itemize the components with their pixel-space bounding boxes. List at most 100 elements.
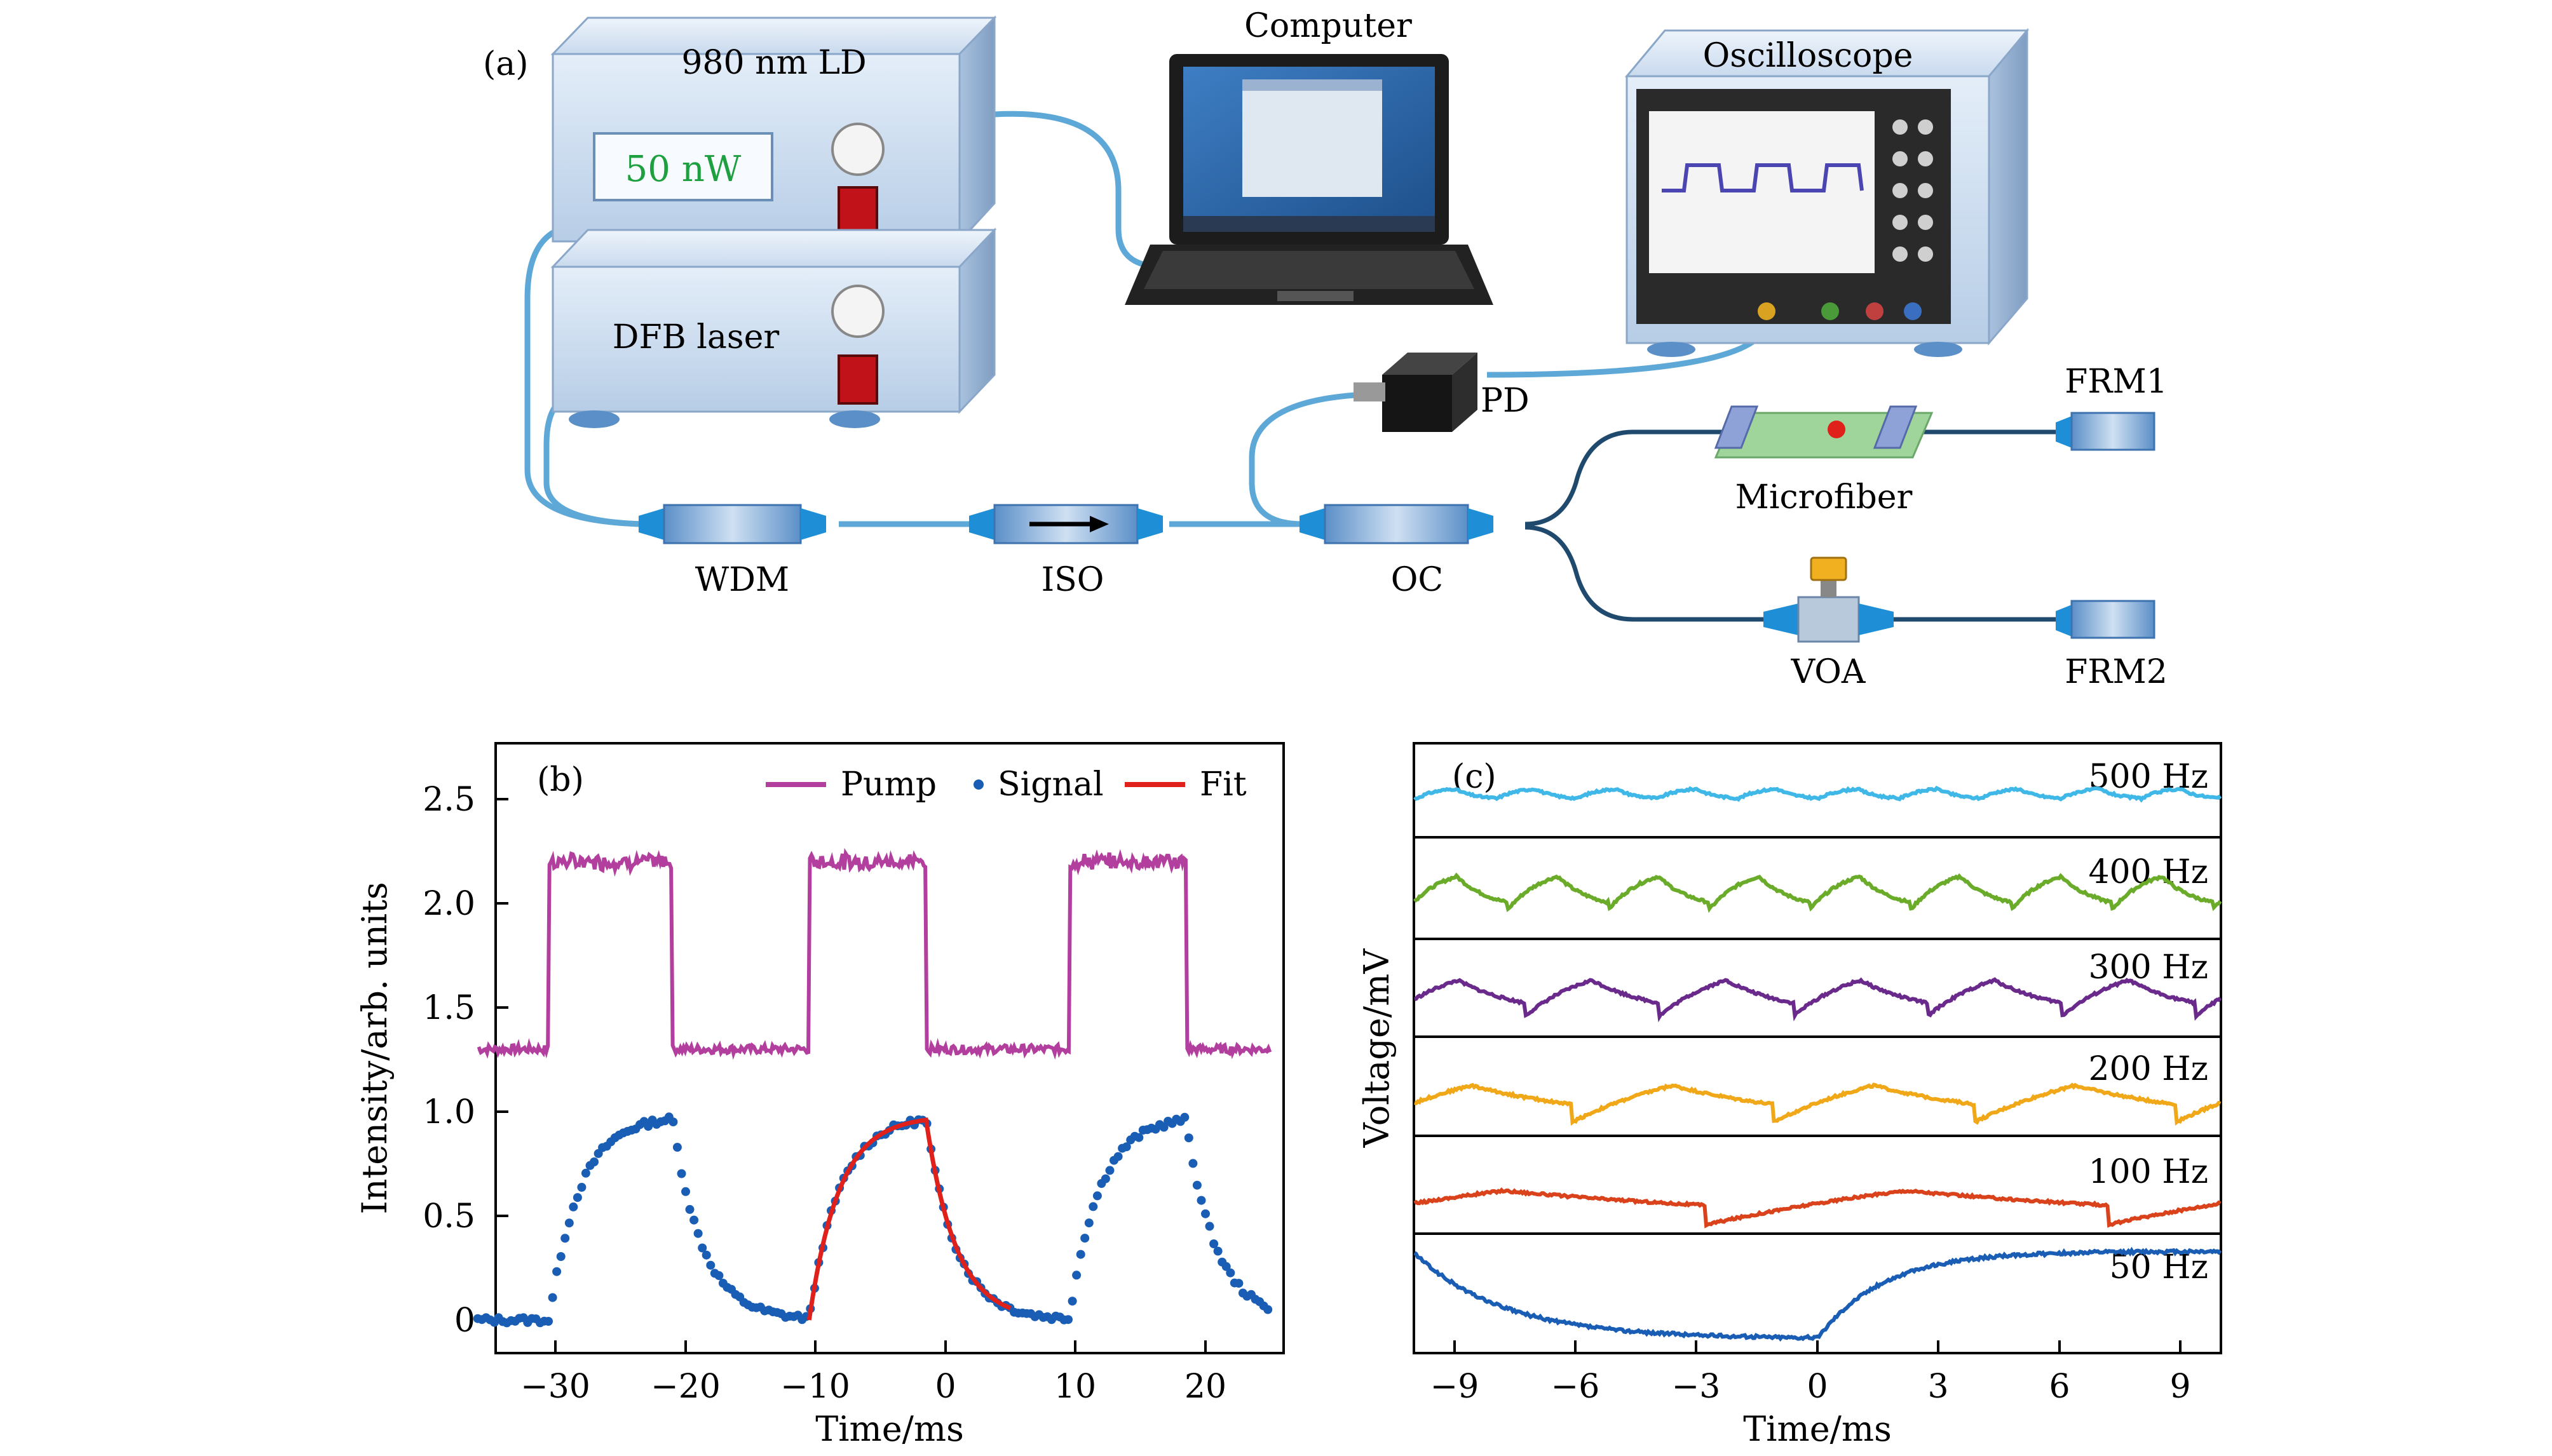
b-ytick-4: 2.0 bbox=[423, 885, 475, 923]
legend-pump-label: Pump bbox=[841, 765, 937, 804]
voa-knob[interactable] bbox=[1810, 556, 1847, 581]
b-ytick-2: 1.0 bbox=[423, 1093, 475, 1131]
trace-100hz bbox=[1413, 1187, 2222, 1229]
oscilloscope: Oscilloscope bbox=[1624, 27, 2030, 357]
ld-display-value: 50 nW bbox=[625, 149, 742, 190]
signal-point bbox=[552, 1267, 562, 1276]
signal-point bbox=[672, 1143, 682, 1152]
signal-point bbox=[1213, 1246, 1223, 1256]
wdm-label: WDM bbox=[695, 561, 789, 599]
b-ytick-5: 2.5 bbox=[423, 781, 475, 819]
dfb-laser: DFB laser bbox=[550, 227, 997, 428]
signal-point bbox=[681, 1187, 690, 1196]
photodetector: PD bbox=[1354, 353, 1530, 432]
trace-label-100hz: 100 Hz bbox=[2088, 1153, 2208, 1191]
signal-point bbox=[1080, 1234, 1090, 1243]
signal-point bbox=[1201, 1209, 1210, 1218]
legend-signal-label: Signal bbox=[998, 765, 1104, 804]
signal-point bbox=[1192, 1180, 1202, 1190]
signal-point bbox=[1209, 1239, 1219, 1248]
signal-point bbox=[1105, 1166, 1115, 1175]
panel-b-legend: Pump Signal Fit bbox=[766, 765, 1247, 804]
panel-c-series bbox=[1413, 785, 2222, 1342]
signal-point bbox=[1076, 1250, 1085, 1259]
panel-c-dividers bbox=[1414, 836, 2221, 1235]
ld-title: 980 nm LD bbox=[681, 44, 866, 82]
signal-point bbox=[702, 1250, 711, 1260]
wdm: WDM bbox=[639, 504, 826, 599]
ld-knob[interactable] bbox=[831, 123, 885, 176]
legend-signal-swatch bbox=[974, 779, 984, 790]
signal-point bbox=[1234, 1279, 1244, 1288]
c-xtick-0: −9 bbox=[1430, 1368, 1479, 1406]
oscilloscope-input-ports[interactable] bbox=[1758, 302, 1922, 320]
frm2-label: FRM2 bbox=[2065, 653, 2168, 691]
signal-point bbox=[1089, 1202, 1098, 1211]
fiber-pd-oc bbox=[1249, 391, 1392, 527]
frm1: FRM1 bbox=[2056, 363, 2168, 451]
signal-point bbox=[693, 1229, 703, 1238]
signal-point bbox=[1221, 1262, 1231, 1271]
b-xtick-1: −20 bbox=[651, 1368, 721, 1406]
fiber-arm-upper bbox=[1524, 429, 2065, 527]
microfiber: Microfiber bbox=[1714, 405, 1934, 516]
signal-point bbox=[1184, 1133, 1193, 1143]
c-xtick-4: 3 bbox=[1927, 1368, 1948, 1406]
signal-point bbox=[1134, 1133, 1144, 1142]
signal-point bbox=[590, 1157, 599, 1166]
c-xtick-5: 6 bbox=[2049, 1368, 2070, 1406]
panel-b: (b) Pump Signal Fit 0 0.5 1.0 1.5 2.0 2.… bbox=[355, 742, 1285, 1449]
computer-label: Computer bbox=[1244, 7, 1412, 45]
voa: VOA bbox=[1763, 556, 1894, 691]
legend-fit-label: Fit bbox=[1200, 765, 1247, 804]
panel-b-label: (b) bbox=[537, 761, 584, 799]
signal-point bbox=[1113, 1152, 1123, 1161]
signal-point bbox=[544, 1317, 553, 1326]
signal-point bbox=[1226, 1268, 1235, 1277]
b-xtick-2: −10 bbox=[780, 1368, 850, 1406]
signal-point bbox=[548, 1293, 557, 1302]
panel-a: (a) 980 nm LD 50 nW bbox=[483, 7, 2168, 691]
coupler: OC bbox=[1300, 504, 1493, 599]
b-ytick-0: 0 bbox=[454, 1302, 475, 1340]
dfb-power-switch[interactable] bbox=[838, 354, 878, 405]
trace-300hz bbox=[1414, 977, 2222, 1023]
oc-label: OC bbox=[1391, 561, 1443, 599]
oscilloscope-trace bbox=[1662, 163, 1864, 192]
dfb-title: DFB laser bbox=[613, 318, 780, 356]
fiber-arms bbox=[1524, 429, 2065, 622]
panel-c: (c) 500 Hz 400 Hz 300 Hz 200 Hz 100 Hz 5… bbox=[1357, 742, 2222, 1449]
fiber-ld-computer bbox=[994, 111, 1164, 270]
signal-point bbox=[1188, 1159, 1198, 1168]
panel-a-label: (a) bbox=[483, 45, 529, 83]
panel-c-plot-frame bbox=[1413, 742, 2222, 1354]
iso-label: ISO bbox=[1042, 561, 1104, 599]
signal-point bbox=[1197, 1196, 1206, 1205]
fiber-arm-lower bbox=[1524, 525, 2065, 622]
trace-50hz bbox=[1413, 1246, 2222, 1342]
b-ylabel: Intensity/arb. units bbox=[355, 882, 395, 1214]
signal-point bbox=[573, 1193, 582, 1203]
pump-line bbox=[477, 847, 1272, 1060]
ld-display bbox=[593, 132, 773, 201]
trace-label-300hz: 300 Hz bbox=[2088, 948, 2208, 987]
computer-keyboard bbox=[1144, 251, 1474, 289]
signal-point bbox=[1072, 1271, 1082, 1280]
panel-b-yaxis bbox=[496, 798, 508, 1321]
dfb-knob[interactable] bbox=[831, 285, 885, 338]
trace-500hz bbox=[1413, 785, 2222, 803]
signal-point bbox=[644, 1122, 653, 1131]
oscilloscope-screen bbox=[1649, 111, 1875, 273]
signal-point bbox=[577, 1183, 587, 1192]
signal-point bbox=[677, 1169, 686, 1178]
panel-b-series bbox=[473, 847, 1273, 1328]
c-xlabel: Time/ms bbox=[1743, 1409, 1892, 1449]
voa-label: VOA bbox=[1791, 653, 1866, 691]
c-xtick-6: 9 bbox=[2169, 1368, 2190, 1406]
ld-power-switch[interactable] bbox=[838, 186, 878, 236]
signal-point bbox=[1064, 1315, 1073, 1325]
b-xtick-4: 10 bbox=[1054, 1368, 1096, 1406]
signal-point bbox=[1092, 1191, 1102, 1201]
signal-point bbox=[564, 1218, 574, 1228]
